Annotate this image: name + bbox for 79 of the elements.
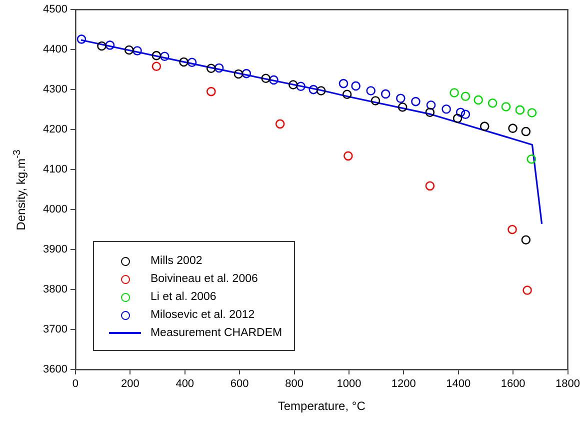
point bbox=[76, 34, 86, 44]
point bbox=[338, 78, 348, 88]
point bbox=[124, 45, 134, 55]
point bbox=[425, 181, 435, 191]
legend-label: Milosevic et al. 2012 bbox=[150, 309, 255, 322]
point bbox=[526, 154, 536, 164]
point bbox=[366, 86, 376, 96]
point bbox=[411, 96, 420, 106]
x-tick-label: 0 bbox=[72, 378, 79, 390]
point bbox=[442, 104, 451, 114]
y-tick-label: 3900 bbox=[42, 244, 68, 256]
point bbox=[316, 86, 326, 96]
point bbox=[370, 96, 380, 106]
x-tick-label: 800 bbox=[285, 378, 304, 390]
point bbox=[261, 74, 270, 84]
y-tick-label: 4200 bbox=[42, 124, 68, 136]
point bbox=[398, 102, 408, 112]
point bbox=[452, 114, 462, 123]
x-tick-label: 600 bbox=[230, 378, 249, 390]
point bbox=[105, 40, 115, 50]
point bbox=[132, 46, 142, 56]
point bbox=[308, 84, 318, 94]
y-tick-label: 4500 bbox=[42, 4, 68, 16]
point bbox=[234, 69, 244, 79]
legend-label: Li et al. 2006 bbox=[150, 291, 216, 304]
point bbox=[460, 110, 470, 119]
point bbox=[521, 126, 531, 136]
point bbox=[508, 124, 518, 133]
point bbox=[508, 224, 517, 234]
point bbox=[206, 64, 216, 74]
point bbox=[515, 105, 525, 115]
point bbox=[152, 50, 162, 60]
point bbox=[242, 68, 252, 78]
x-tick-label: 400 bbox=[176, 378, 194, 390]
x-tick-label: 1600 bbox=[500, 378, 526, 390]
point bbox=[351, 81, 360, 91]
point bbox=[474, 95, 483, 105]
x-tick-label: 1000 bbox=[336, 378, 362, 390]
y-tick-label: 4100 bbox=[42, 164, 68, 176]
point bbox=[343, 151, 353, 161]
point bbox=[179, 57, 188, 67]
point bbox=[288, 80, 298, 90]
point bbox=[97, 41, 106, 51]
y-tick-label: 3600 bbox=[42, 363, 68, 376]
y-tick-label: 3800 bbox=[42, 283, 68, 296]
point bbox=[522, 286, 532, 295]
x-tick-label: 200 bbox=[120, 378, 140, 390]
point bbox=[296, 82, 306, 92]
point bbox=[521, 235, 531, 245]
point bbox=[187, 58, 197, 68]
x-tick-label: 1800 bbox=[556, 378, 580, 390]
point bbox=[396, 94, 406, 103]
point bbox=[342, 90, 352, 100]
point bbox=[206, 86, 216, 96]
point bbox=[488, 98, 498, 108]
y-tick-label: 4400 bbox=[42, 44, 68, 56]
point bbox=[460, 92, 470, 101]
legend-label: Mills 2002 bbox=[150, 255, 202, 268]
point bbox=[380, 89, 390, 99]
y-tick-label: 4300 bbox=[42, 84, 68, 96]
point bbox=[152, 62, 162, 72]
point bbox=[269, 75, 278, 85]
point bbox=[425, 108, 435, 117]
point bbox=[275, 119, 285, 129]
point bbox=[480, 122, 490, 131]
legend-label: Measurement CHARDEM bbox=[150, 327, 282, 340]
point bbox=[160, 52, 170, 62]
x-tick-label: 1400 bbox=[446, 378, 471, 390]
y-tick-label: 4000 bbox=[42, 204, 68, 216]
point bbox=[527, 108, 537, 118]
point bbox=[426, 100, 436, 110]
y-tick-label: 3700 bbox=[42, 323, 68, 336]
point bbox=[501, 102, 511, 112]
x-axis-title: Temperature, °C bbox=[278, 399, 366, 414]
point bbox=[214, 63, 224, 73]
point bbox=[456, 108, 466, 117]
legend-label: Boivineau et al. 2006 bbox=[150, 273, 258, 286]
x-tick-label: 1200 bbox=[391, 378, 416, 390]
point bbox=[450, 88, 459, 98]
